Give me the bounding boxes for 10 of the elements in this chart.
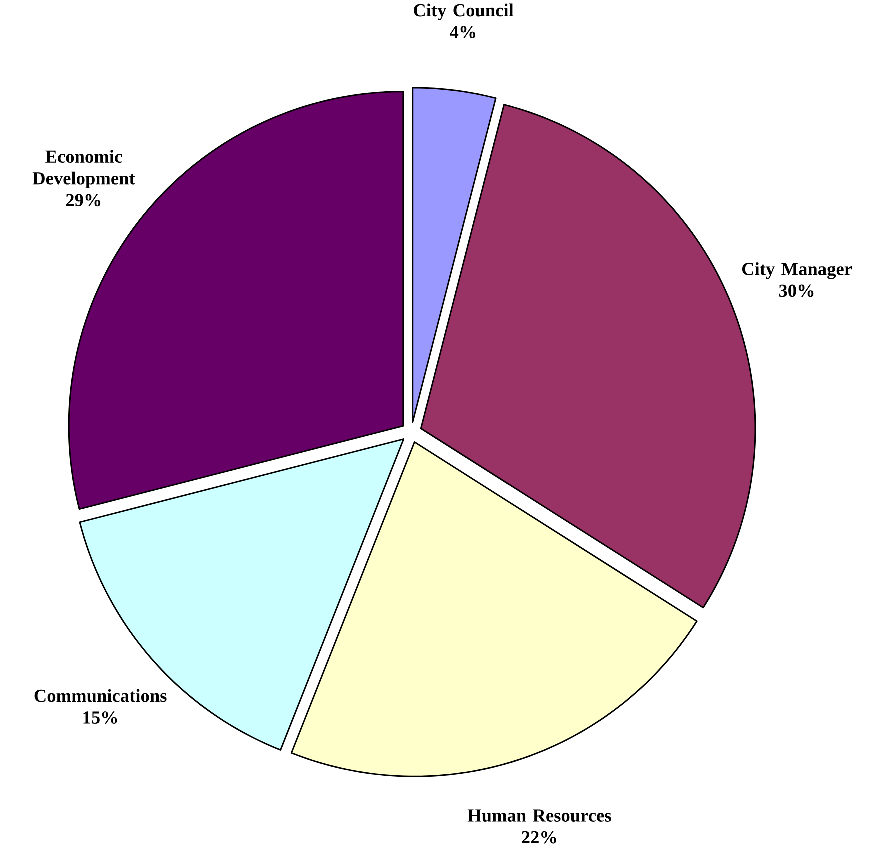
slice-label: Communications <box>34 690 167 702</box>
data-label: 4% <box>450 26 476 39</box>
slice-label: Human Resources <box>468 810 612 822</box>
slice-label: Economic Development <box>32 150 136 189</box>
slice-label: City Manager <box>742 262 852 280</box>
data-label: 22% <box>522 832 556 844</box>
data-label: 29% <box>66 194 101 207</box>
slice-label: City Council <box>414 4 514 21</box>
data-label: 30% <box>779 284 814 298</box>
data-label: 15% <box>84 712 118 724</box>
